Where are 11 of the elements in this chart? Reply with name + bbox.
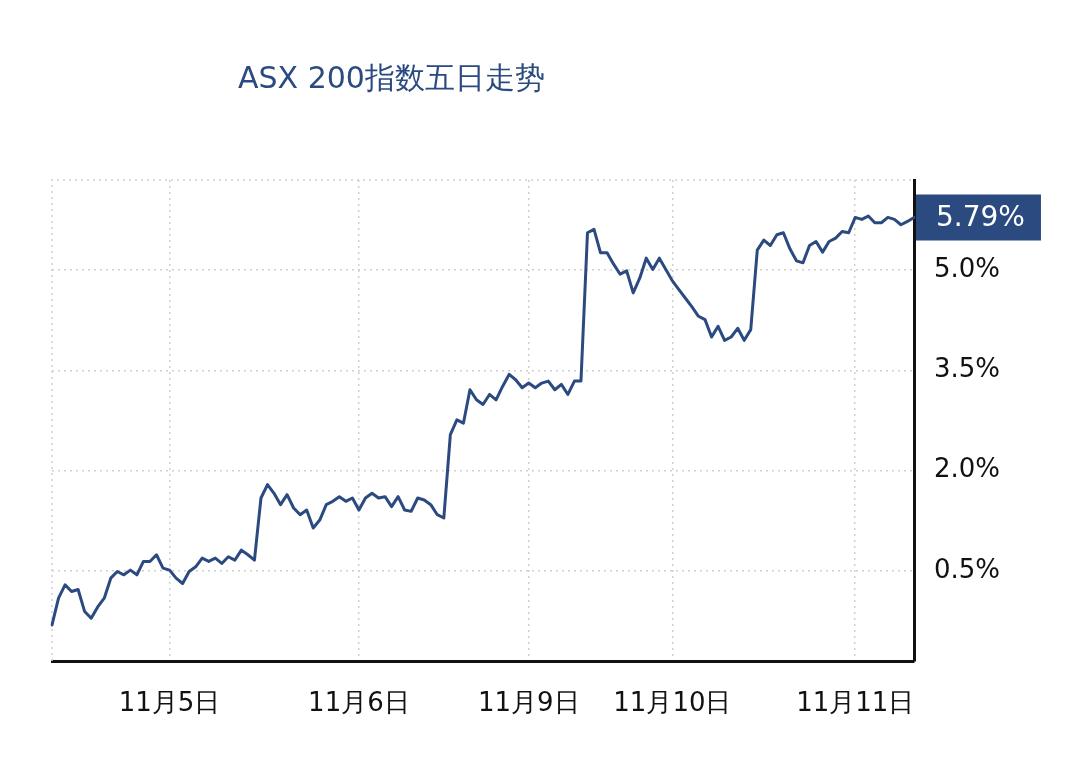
y-tick-label: 3.5% <box>934 353 1001 384</box>
chart-title: ASX 200指数五日走势 <box>238 59 545 97</box>
y-tick-label: 5.0% <box>934 252 1001 283</box>
text: 5.79% <box>936 199 1025 233</box>
x-tick-label: 11月5日 <box>118 687 221 718</box>
x-tick-label: 11月11日 <box>796 687 915 718</box>
y-tick-label: 2.0% <box>934 453 1001 484</box>
x-tick-label: 11月6日 <box>308 687 410 718</box>
x-tick-label: 11月9日 <box>477 687 580 718</box>
y-tick-label: 0.5% <box>934 553 1001 584</box>
x-tick-label: 11月10日 <box>613 687 732 718</box>
